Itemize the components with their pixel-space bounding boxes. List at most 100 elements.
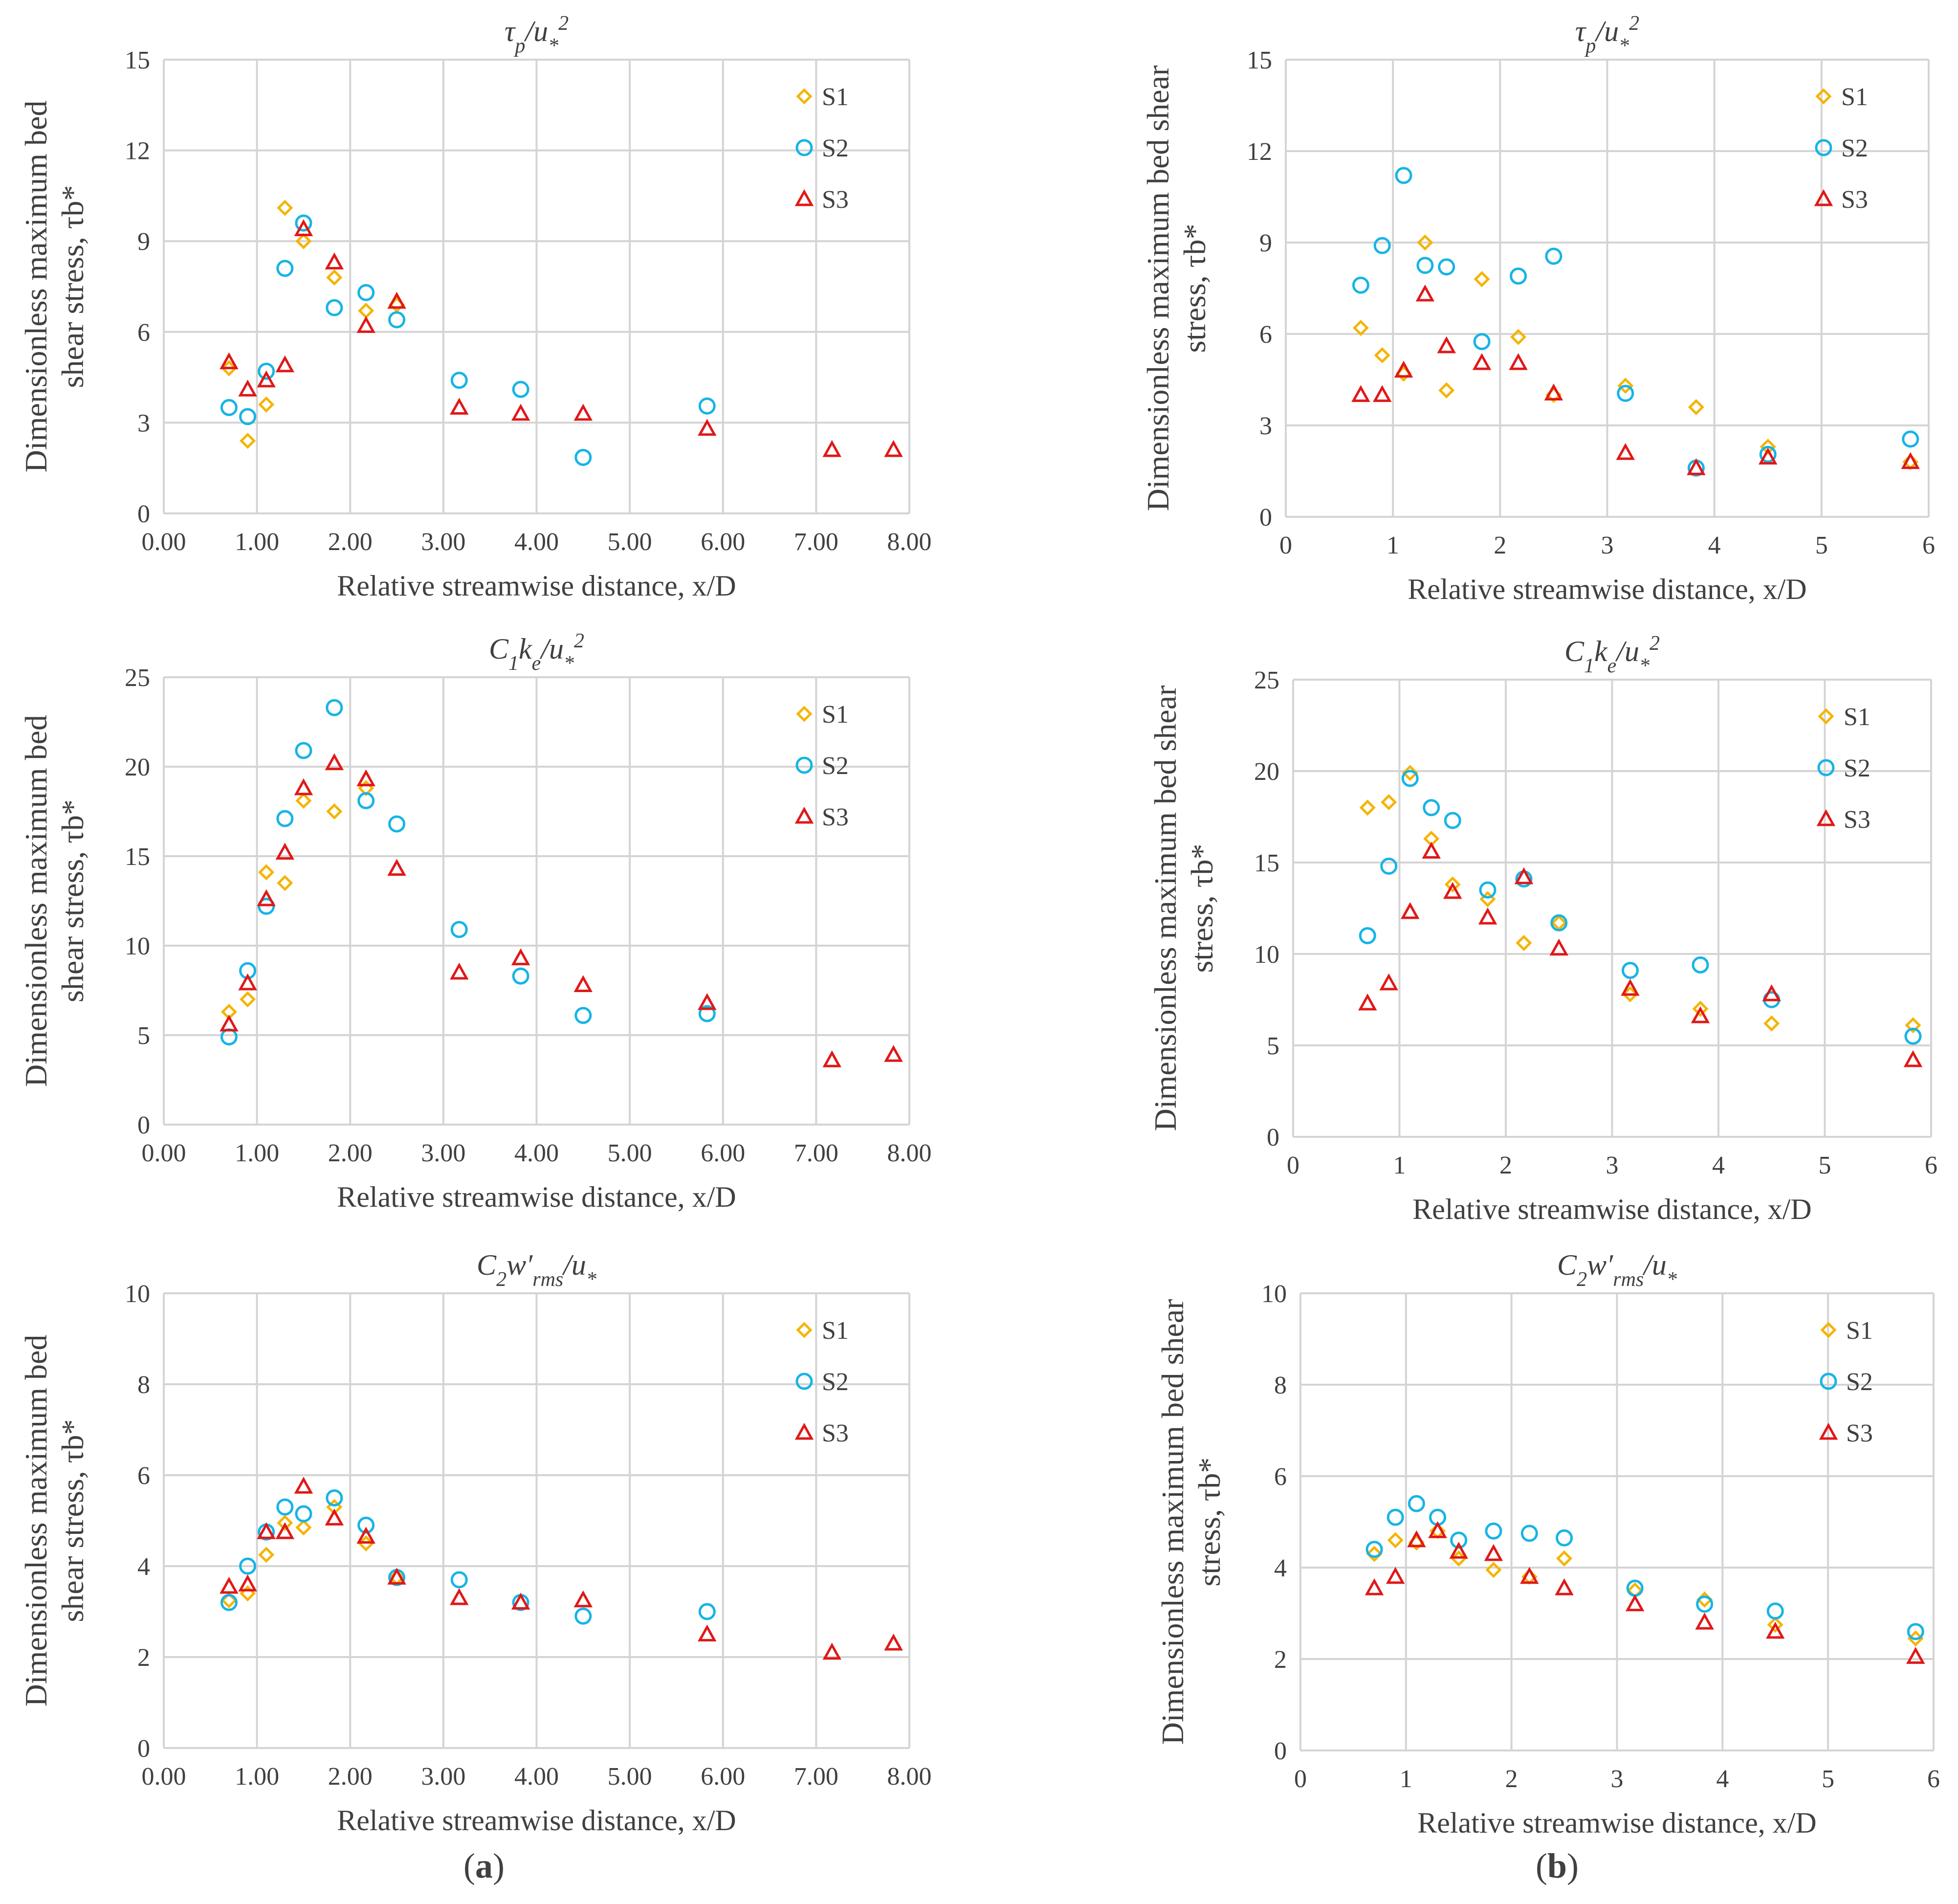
y-tick-label: 4 <box>137 1553 150 1581</box>
chart-title: C1ke/u*2 <box>489 630 584 675</box>
x-tick-label: 2 <box>1499 1151 1512 1179</box>
y-tick-label: 12 <box>125 137 150 165</box>
data-point-S3 <box>822 1642 842 1660</box>
data-point-S2 <box>1380 857 1398 875</box>
data-point-S3 <box>1514 867 1534 885</box>
y-axis-label-line2: stress, τb* <box>1177 224 1212 353</box>
x-tick-label: 3.00 <box>421 1139 465 1167</box>
x-tick-label: 1 <box>1393 1151 1406 1179</box>
data-point-S3 <box>1484 1544 1503 1561</box>
x-tick-label: 5 <box>1822 1765 1834 1793</box>
data-point-S3 <box>1766 1621 1785 1639</box>
data-point-S2 <box>388 311 406 329</box>
data-point-S2 <box>1621 962 1639 979</box>
data-point-S2 <box>450 921 468 938</box>
series-S2 <box>220 1489 716 1625</box>
chart-b-bot: 0 2 4 6 8 10 0 1 2 3 4 5 6 C2w′rms/u* Relative streamw… <box>1155 1249 1940 1839</box>
y-tick-label: 12 <box>1247 138 1272 166</box>
x-tick-label: 6.00 <box>701 528 745 556</box>
y-tick-label: 3 <box>137 409 150 437</box>
data-point-S1 <box>295 233 312 249</box>
data-point-S1 <box>1617 377 1634 394</box>
data-point-S3 <box>294 219 313 236</box>
series-S1 <box>220 780 374 1020</box>
legend-marker-S3 <box>1816 809 1836 826</box>
data-point-S3 <box>511 1593 530 1610</box>
data-point-S2 <box>1359 927 1376 945</box>
data-point-S3 <box>573 1590 593 1608</box>
y-tick-label: 3 <box>1259 412 1272 440</box>
data-point-S3 <box>822 440 842 457</box>
data-point-S2 <box>574 1007 592 1024</box>
data-point-S1 <box>277 875 293 891</box>
data-point-S2 <box>258 362 275 380</box>
data-point-S3 <box>325 252 344 270</box>
data-point-S2 <box>276 1498 294 1516</box>
chart-a-top: 0 3 6 9 12 15 0.00 1.00 2.00 3.00 4.00 5.00 6.00 7.00… <box>19 12 932 602</box>
legend-label-S1: S1 <box>822 701 849 729</box>
data-point-S1 <box>1374 347 1390 364</box>
data-point-S3 <box>884 1633 903 1651</box>
data-point-S3 <box>698 1624 717 1641</box>
series-S1 <box>1359 765 1921 1034</box>
series-S2 <box>220 214 716 466</box>
data-point-S1 <box>258 396 275 413</box>
x-tick-label: 1 <box>1400 1765 1412 1793</box>
data-point-S3 <box>220 1576 239 1594</box>
data-point-S2 <box>1423 799 1440 817</box>
data-point-S3 <box>275 1522 295 1539</box>
data-point-S3 <box>1415 284 1435 302</box>
x-tick-label: 2.00 <box>328 1139 373 1167</box>
data-point-S2 <box>357 792 375 810</box>
legend-marker-S2 <box>795 1373 813 1390</box>
data-point-S3 <box>1625 1594 1645 1612</box>
data-point-S1 <box>1622 986 1639 1002</box>
data-point-S3 <box>275 355 295 373</box>
data-point-S3 <box>1509 353 1528 370</box>
data-point-S1 <box>1767 1616 1783 1633</box>
data-point-S1 <box>1359 799 1376 816</box>
data-point-S3 <box>1621 978 1640 996</box>
data-point-S1 <box>358 302 374 319</box>
data-point-S2 <box>698 397 716 415</box>
x-tick-label: 2.00 <box>328 528 373 556</box>
x-tick-label: 8.00 <box>887 528 932 556</box>
legend-marker-S1 <box>796 88 813 105</box>
data-point-S3 <box>1364 1578 1384 1595</box>
x-tick-label: 6 <box>1927 1765 1940 1793</box>
data-point-S2 <box>295 214 312 232</box>
data-point-S3 <box>387 291 406 309</box>
legend: S1 S2 S3 <box>794 701 849 831</box>
x-tick-label: 6 <box>1922 531 1935 559</box>
legend-label-S3: S3 <box>822 1419 849 1447</box>
legend-marker-S3 <box>794 189 814 206</box>
data-point-S2 <box>326 1489 343 1506</box>
data-point-S2 <box>220 1028 238 1046</box>
legend: S1 S2 S3 <box>1816 703 1870 834</box>
data-point-S2 <box>1692 956 1709 974</box>
data-point-S1 <box>240 432 256 449</box>
legend-marker-S1 <box>796 1322 813 1338</box>
y-tick-label: 10 <box>1261 1280 1287 1308</box>
data-point-S1 <box>1438 382 1455 399</box>
data-point-S2 <box>295 742 312 759</box>
data-point-S2 <box>574 1607 592 1625</box>
data-point-S3 <box>1691 1006 1710 1023</box>
data-point-S2 <box>1395 167 1412 184</box>
data-point-S1 <box>1352 319 1369 336</box>
data-point-S3 <box>698 419 717 436</box>
data-point-S1 <box>295 1519 312 1536</box>
panel-label-a: (a) <box>463 1846 505 1885</box>
x-tick-label: 3 <box>1601 531 1614 559</box>
legend-label-S1: S1 <box>1846 1317 1873 1345</box>
data-point-S2 <box>1408 1495 1425 1512</box>
data-point-S3 <box>884 440 903 457</box>
panel-label-b: (b) <box>1536 1846 1579 1885</box>
chart-b-mid: 0 5 10 15 20 25 0 1 2 3 4 5 6 C1ke/u*2 Relative stream… <box>1148 632 1937 1225</box>
legend: S1 S2 S3 <box>1819 1317 1873 1447</box>
data-point-S1 <box>1510 329 1527 345</box>
data-point-S3 <box>1549 938 1568 956</box>
data-point-S1 <box>1516 935 1532 952</box>
legend: S1 S2 S3 <box>794 1317 849 1447</box>
data-point-S3 <box>450 1588 469 1605</box>
